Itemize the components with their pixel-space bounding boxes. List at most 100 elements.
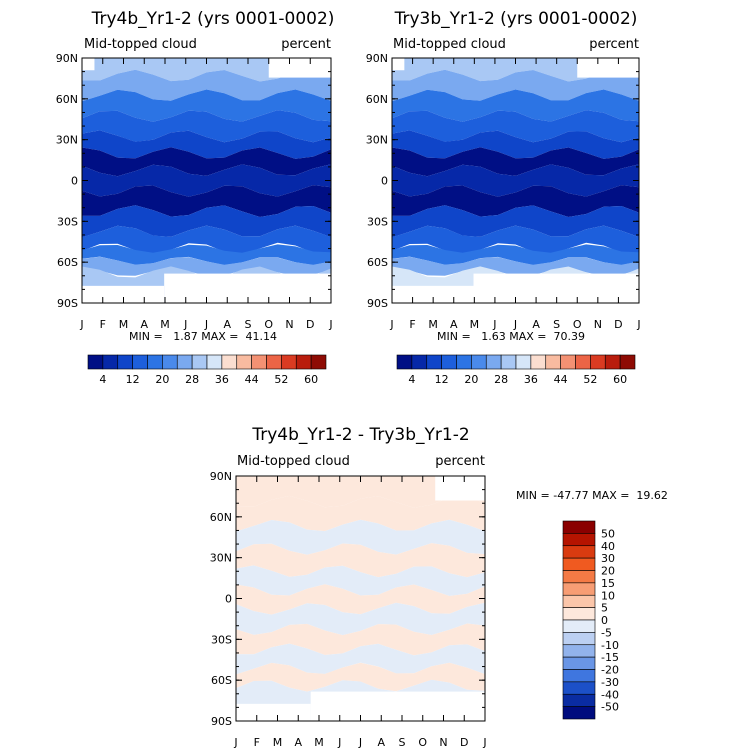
colorbar-box [471, 354, 487, 370]
contour-band [392, 89, 639, 122]
x-tick-label: A [377, 736, 385, 749]
colorbar-label: 52 [583, 373, 597, 386]
y-tick-label: 30S [211, 633, 232, 646]
colorbar-box [266, 354, 282, 370]
panel-title: Try4b_Yr1-2 - Try3b_Yr1-2 [251, 425, 469, 445]
y-tick-label: 60S [211, 674, 232, 687]
x-tick-label: J [389, 318, 393, 331]
contour-band [392, 164, 639, 197]
x-tick-label: A [223, 318, 231, 331]
colorbar-box [545, 354, 561, 370]
x-tick-label: M [428, 318, 438, 331]
x-tick-label: J [636, 318, 640, 331]
contour-band [82, 185, 331, 217]
colorbar-label: 0 [601, 614, 608, 627]
contour-band [236, 543, 485, 578]
colorbar-box [117, 354, 133, 370]
colorbar-box [562, 533, 596, 547]
x-tick-label: J [183, 318, 187, 331]
subtitle-right: percent [281, 37, 331, 52]
colorbar-box [515, 354, 532, 370]
min-max-stats: MIN = 1.63 MAX = 70.39 [437, 330, 585, 343]
colorbar: 4 12 20 28 36 44 52 60 [87, 354, 327, 386]
colorbar-label: -15 [601, 651, 619, 664]
colorbar-label: -50 [601, 701, 619, 714]
colorbar-label: -20 [601, 664, 619, 677]
y-tick-label: 90S [367, 297, 388, 310]
colorbar-label: 20 [464, 373, 478, 386]
missing-data-area [435, 476, 485, 501]
colorbar-box [562, 681, 596, 695]
contour-band [392, 130, 639, 159]
contour-band [236, 565, 485, 596]
colorbar-box [530, 354, 547, 370]
x-tick-label: M [119, 318, 129, 331]
y-tick-label: 90N [56, 52, 78, 65]
x-tick-label: S [553, 318, 560, 331]
colorbar-box [295, 354, 312, 370]
x-tick-label: O [418, 736, 427, 749]
colorbar-box [575, 354, 591, 370]
x-tick-label: A [532, 318, 540, 331]
colorbar-label: 5 [601, 602, 608, 615]
contour-plot [235, 475, 486, 722]
contour-band [236, 623, 485, 656]
colorbar-box [191, 354, 208, 370]
x-tick-label: J [337, 736, 341, 749]
y-tick-label: 60N [366, 93, 388, 106]
colorbar-label: 52 [274, 373, 288, 386]
colorbar-box [562, 607, 596, 621]
colorbar-label: -10 [601, 639, 619, 652]
colorbar-box [441, 354, 457, 370]
y-tick-label: 0 [71, 175, 78, 188]
x-tick-label: S [399, 736, 406, 749]
colorbar-box [411, 354, 428, 370]
colorbar-box [562, 594, 596, 608]
contour-plot [81, 57, 332, 304]
colorbar-label: -5 [601, 626, 612, 639]
missing-data-area [82, 58, 95, 71]
x-tick-label: N [439, 736, 447, 749]
subtitle-right: percent [435, 454, 485, 469]
x-tick-label: J [482, 736, 486, 749]
contour-band [82, 110, 331, 143]
colorbar-box [562, 570, 596, 584]
contour-band [236, 495, 485, 532]
colorbar-box [562, 693, 596, 707]
contour-band [82, 225, 331, 255]
missing-data-area [577, 58, 639, 78]
colorbar-label: 20 [155, 373, 169, 386]
contour-band [236, 476, 485, 508]
x-tick-label: M [273, 736, 283, 749]
colorbar-label: 12 [126, 373, 140, 386]
x-tick-label: O [264, 318, 273, 331]
x-tick-label: J [79, 318, 83, 331]
missing-data-area [236, 703, 311, 721]
contour-band [82, 89, 331, 122]
colorbar-box [562, 557, 596, 571]
y-tick-label: 90N [366, 52, 388, 65]
colorbar-label: 60 [304, 373, 318, 386]
y-tick-label: 30S [367, 215, 388, 228]
contour-band [392, 147, 639, 177]
colorbar-label: 28 [494, 373, 508, 386]
contour-band [392, 69, 639, 102]
colorbar-box [562, 619, 596, 633]
colorbar-box [500, 354, 517, 370]
y-tick-label: 60N [56, 93, 78, 106]
contour-band [392, 256, 639, 277]
x-tick-label: F [409, 318, 415, 331]
colorbar-label: 28 [185, 373, 199, 386]
contour-band [392, 110, 639, 143]
colorbar-box [560, 354, 576, 370]
colorbar-box [562, 669, 596, 683]
x-tick-label: J [204, 318, 208, 331]
contour-band [392, 225, 639, 255]
missing-data-area [392, 58, 405, 71]
y-tick-label: 90N [210, 470, 232, 483]
contour-band [82, 130, 331, 159]
contour-band [82, 69, 331, 102]
colorbar-box [456, 354, 472, 370]
x-tick-label: O [573, 318, 582, 331]
